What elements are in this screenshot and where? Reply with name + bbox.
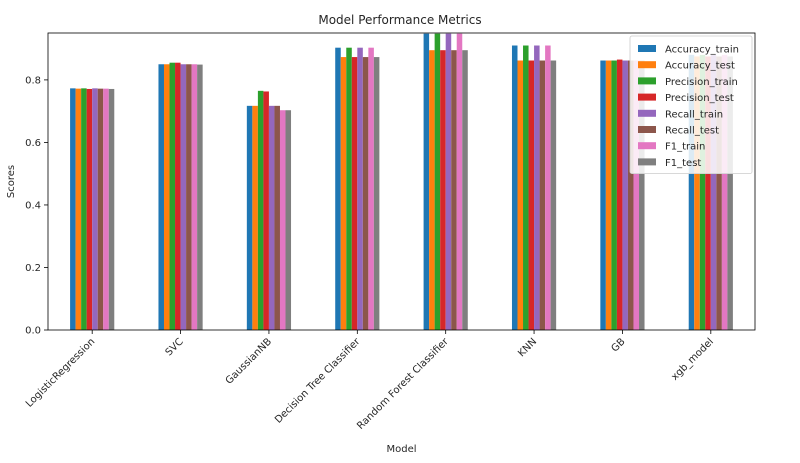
bar-precision-train-6 [611, 60, 617, 330]
legend-swatch [638, 93, 656, 101]
bar-precision-test-1 [175, 62, 181, 330]
bar-f1-test-7 [727, 56, 733, 330]
bar-f1-test-2 [285, 110, 292, 330]
bar-precision-train-4 [434, 33, 441, 330]
bar-accuracy-test-4 [429, 50, 435, 330]
legend: Accuracy_train Accuracy_test Precision_tra… [629, 35, 753, 175]
x-axis-title: Model [386, 444, 416, 455]
bar-f1-train-2 [279, 110, 286, 330]
y-axis: 0.0 0.2 0.4 0.6 0.8 [25, 75, 48, 337]
bar-accuracy-train-5 [511, 45, 518, 330]
bar-accuracy-test-7 [694, 56, 700, 330]
bar-f1-test-5 [550, 60, 557, 330]
bar-f1-test-0 [108, 88, 115, 331]
bar-f1-train-0 [103, 88, 109, 331]
bar-accuracy-train-4 [423, 33, 430, 330]
bar-recall-test-3 [362, 57, 369, 330]
legend-swatch [638, 45, 656, 52]
bar-accuracy-test-5 [517, 60, 524, 330]
bar-accuracy-train-1 [158, 64, 164, 330]
bars-layer [70, 33, 733, 331]
legend-swatch [638, 158, 656, 166]
bar-f1-test-1 [197, 64, 203, 330]
bar-accuracy-train-7 [688, 54, 695, 330]
bar-precision-train-0 [81, 88, 87, 330]
bar-recall-train-4 [445, 33, 452, 330]
bar-recall-test-6 [627, 60, 634, 330]
bar-recall-test-5 [539, 60, 546, 330]
bar-recall-train-5 [534, 45, 540, 330]
legend-box [629, 35, 753, 175]
bar-f1-test-3 [373, 57, 380, 330]
bar-f1-train-5 [545, 45, 551, 330]
bar-recall-test-4 [451, 50, 457, 330]
y-tick-label: 0.0 [25, 326, 41, 337]
bar-accuracy-train-6 [600, 60, 606, 330]
bar-recall-test-0 [97, 88, 104, 331]
legend-label: F1_test [665, 158, 701, 169]
legend-swatch [638, 61, 656, 69]
bar-precision-train-7 [699, 54, 706, 330]
bar-accuracy-train-3 [335, 47, 341, 330]
legend-label: Recall_train [665, 109, 723, 120]
bar-precision-train-3 [346, 47, 352, 330]
y-tick-label: 0.4 [25, 200, 41, 211]
legend-label: F1_train [665, 142, 705, 153]
legend-swatch [638, 109, 656, 117]
y-axis-title: Scores [6, 165, 17, 198]
bar-accuracy-test-0 [75, 88, 82, 331]
legend-swatch [638, 126, 656, 133]
bar-f1-train-6 [633, 60, 639, 330]
legend-swatch [638, 77, 656, 85]
bar-precision-test-3 [351, 57, 358, 330]
legend-swatch [638, 142, 656, 150]
bar-accuracy-test-2 [252, 105, 258, 330]
bar-precision-test-4 [440, 50, 446, 330]
bar-accuracy-test-6 [605, 60, 612, 330]
legend-label: Precision_train [665, 77, 738, 88]
y-tick-label: 0.2 [25, 263, 41, 274]
bar-recall-train-2 [268, 105, 275, 330]
bar-recall-train-1 [180, 64, 187, 330]
bar-precision-test-6 [616, 59, 623, 330]
bar-precision-test-7 [705, 56, 711, 330]
bar-f1-train-1 [191, 64, 198, 330]
chart-title: Model Performance Metrics [318, 13, 481, 27]
bar-precision-train-1 [169, 62, 176, 330]
bar-f1-train-3 [368, 47, 374, 330]
bar-accuracy-train-2 [246, 105, 253, 330]
y-tick-label: 0.8 [25, 75, 41, 86]
bar-precision-test-2 [263, 91, 269, 331]
legend-label: Precision_test [665, 93, 734, 104]
bar-f1-train-4 [456, 33, 463, 330]
bar-recall-test-1 [186, 64, 192, 330]
bar-recall-train-6 [622, 60, 628, 330]
bar-f1-train-7 [721, 54, 728, 330]
bar-f1-test-4 [462, 50, 468, 330]
bar-precision-test-0 [86, 88, 93, 331]
bar-recall-test-7 [716, 56, 722, 330]
bar-recall-test-2 [274, 105, 280, 330]
legend-label: Accuracy_train [665, 45, 739, 56]
bar-accuracy-test-1 [163, 64, 170, 330]
bar-precision-train-5 [523, 45, 529, 330]
bar-accuracy-test-3 [340, 57, 347, 330]
bar-accuracy-train-0 [70, 88, 76, 330]
legend-label: Accuracy_test [665, 61, 735, 72]
bar-recall-train-3 [357, 47, 363, 330]
legend-label: Recall_test [665, 126, 719, 137]
bar-recall-train-7 [710, 54, 717, 330]
y-tick-label: 0.6 [25, 138, 41, 149]
plot-area-frame [47, 32, 756, 331]
bar-precision-train-2 [257, 90, 264, 330]
bar-recall-train-0 [92, 88, 98, 330]
bar-f1-test-6 [639, 60, 645, 330]
bar-precision-test-5 [528, 60, 535, 330]
